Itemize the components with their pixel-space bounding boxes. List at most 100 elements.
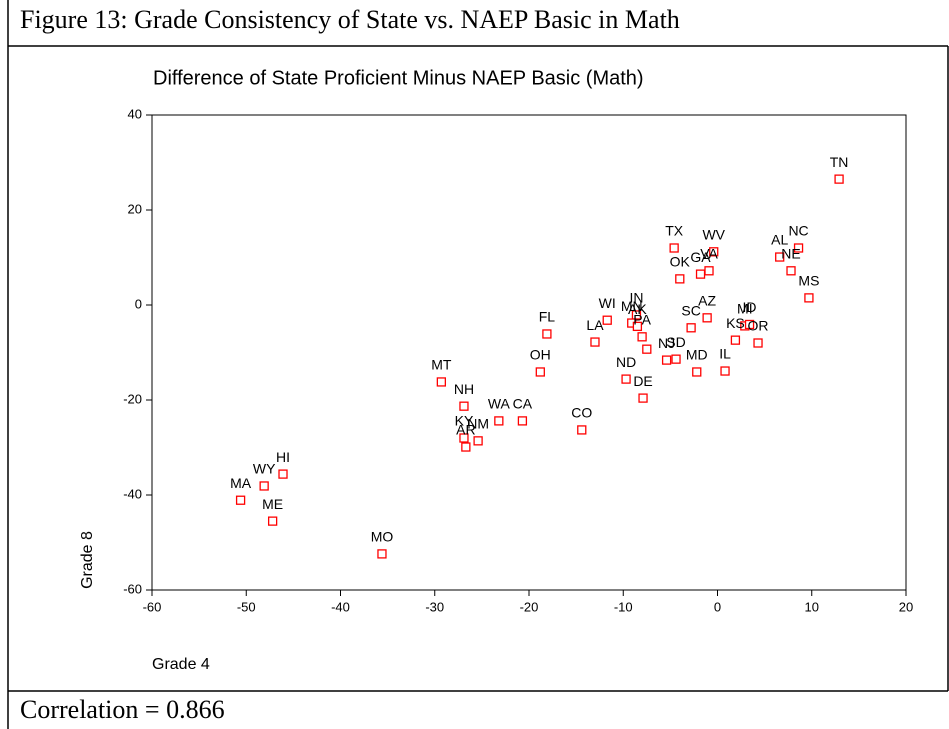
x-axis-label: Grade 4	[152, 656, 210, 673]
point	[686, 323, 696, 333]
figure-title: Figure 13: Grade Consistency of State vs…	[20, 5, 680, 34]
point	[267, 516, 278, 526]
point-label: LA	[586, 317, 604, 333]
x-tick-label: -60	[143, 599, 162, 614]
point	[631, 310, 642, 320]
point-label: KS	[726, 315, 745, 331]
point-label: VA	[700, 246, 718, 262]
point	[834, 174, 844, 184]
point-label: MD	[686, 347, 708, 363]
point-label: OH	[530, 347, 551, 363]
point-label: ME	[262, 496, 283, 512]
point	[459, 401, 469, 411]
y-tick-label: -40	[123, 486, 142, 501]
footer: Correlation = 0.866	[20, 695, 225, 724]
point-label: NE	[781, 246, 800, 262]
point	[278, 469, 288, 479]
point	[461, 442, 471, 452]
point	[692, 367, 702, 377]
y-tick-label: -20	[123, 391, 142, 406]
point	[259, 481, 269, 491]
frame	[7, 0, 949, 729]
point-label: MI	[737, 301, 753, 317]
point	[535, 367, 545, 377]
y-tick-label: -60	[123, 581, 142, 596]
point	[235, 495, 246, 505]
point-label: MA	[230, 475, 252, 491]
point-label: WV	[702, 227, 725, 243]
point	[494, 416, 504, 426]
y-tick-label: 0	[135, 296, 142, 311]
point-label: MS	[798, 273, 819, 289]
point-label: WI	[599, 295, 616, 311]
point-label: SD	[666, 334, 685, 350]
point	[642, 344, 652, 354]
y-tick-label: 20	[128, 201, 142, 216]
point	[702, 313, 712, 323]
point-label: MO	[371, 529, 394, 545]
point-label: ND	[616, 354, 636, 370]
point	[744, 319, 755, 330]
x-tick-label: -20	[520, 599, 539, 614]
point-label: AR	[456, 422, 475, 438]
point	[671, 354, 681, 364]
point	[804, 293, 814, 303]
point	[775, 252, 785, 262]
point-label: PA	[633, 312, 651, 328]
point-label: OR	[748, 318, 769, 334]
point-label: NM	[467, 416, 489, 432]
point-label: CO	[571, 405, 592, 421]
point	[590, 337, 600, 347]
point-label: IN	[629, 290, 643, 306]
point-label: GA	[690, 249, 711, 265]
point-label: DE	[633, 373, 652, 389]
point-label: SC	[681, 303, 700, 319]
point	[709, 247, 719, 257]
point	[377, 549, 387, 559]
point	[637, 332, 647, 342]
point	[661, 355, 672, 365]
point-label: TN	[830, 154, 849, 170]
point-label: IL	[719, 346, 731, 362]
x-tick-label: -40	[331, 599, 350, 614]
point	[473, 436, 483, 446]
point-label: AK	[628, 301, 647, 317]
point-label: FL	[539, 309, 556, 325]
point	[621, 374, 631, 384]
point	[704, 266, 714, 276]
point-label: KY	[455, 413, 474, 429]
x-tick-label: 0	[714, 599, 721, 614]
point-label: AL	[771, 232, 788, 248]
point-label: AZ	[698, 293, 716, 309]
point-label: WY	[253, 461, 276, 477]
point-label: MT	[431, 357, 452, 373]
point-label: NJ	[658, 335, 675, 351]
point	[675, 274, 685, 284]
point	[720, 366, 730, 376]
point	[695, 269, 706, 279]
point	[436, 377, 446, 387]
point-label: NH	[454, 381, 474, 397]
point	[577, 425, 587, 435]
point-label: HI	[276, 449, 290, 465]
point-label: TX	[665, 223, 684, 239]
point-label: ID	[743, 299, 757, 315]
point	[669, 243, 679, 253]
point	[786, 266, 796, 276]
point	[730, 335, 741, 345]
point	[753, 338, 763, 348]
point-label: CA	[513, 396, 533, 412]
x-tick-label: 10	[805, 599, 819, 614]
x-tick-label: -30	[425, 599, 444, 614]
point-label: OK	[670, 254, 691, 270]
point	[632, 321, 643, 332]
y-axis-label: Grade 8	[79, 531, 96, 589]
point	[793, 243, 804, 253]
x-tick-label: -50	[237, 599, 256, 614]
point	[517, 416, 528, 426]
y-tick-label: 40	[128, 106, 142, 121]
point	[638, 393, 648, 403]
chart-title: Difference of State Proficient Minus NAE…	[153, 67, 644, 89]
point	[602, 315, 612, 325]
